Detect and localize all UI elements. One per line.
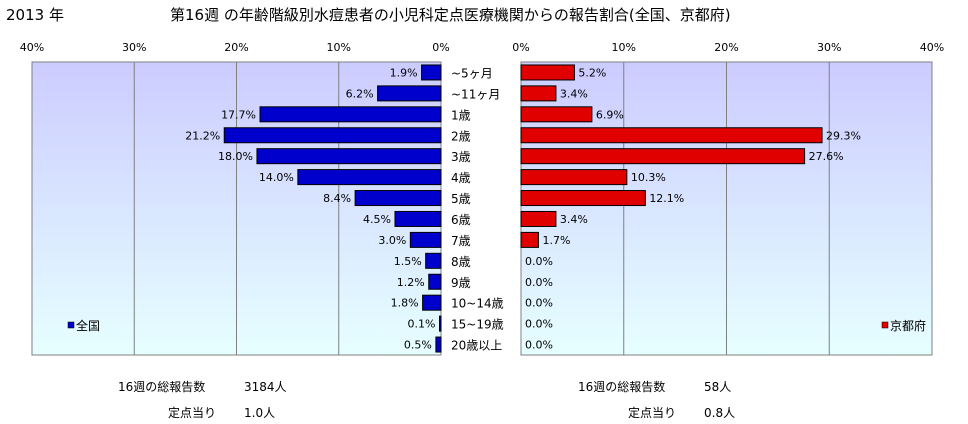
national-bar [425, 252, 442, 269]
kyoto-bar [520, 210, 557, 227]
national-bar [435, 336, 442, 353]
category-label: 10~14歳 [451, 297, 504, 311]
right-tick-label: 40% [920, 41, 944, 54]
national-per-value: 1.0人 [244, 406, 276, 420]
right-tick-label: 10% [612, 41, 636, 54]
left-tick-label: 30% [122, 41, 146, 54]
national-bar [223, 127, 442, 144]
national-data-label: 0.1% [408, 318, 436, 331]
national-bar [297, 169, 442, 186]
national-total-value: 3184人 [244, 380, 287, 394]
category-label: 5歳 [451, 192, 471, 206]
right-tick-label: 0% [512, 41, 529, 54]
category-label: 7歳 [451, 234, 471, 248]
national-data-label: 1.2% [397, 276, 425, 289]
national-data-label: 6.2% [346, 87, 374, 100]
national-data-label: 21.2% [185, 129, 220, 142]
legend-national: 全国 [67, 318, 100, 333]
legend-national-label: 全国 [76, 318, 100, 333]
national-per-label: 定点当り [168, 406, 217, 420]
kyoto-bar [520, 231, 539, 248]
kyoto-data-label: 27.6% [809, 150, 844, 163]
national-data-label: 14.0% [259, 171, 294, 184]
category-label: 3歳 [451, 150, 471, 164]
legend-kyoto: 京都府 [881, 318, 926, 333]
national-data-label: 0.5% [404, 339, 432, 352]
national-data-label: 1.8% [391, 297, 419, 310]
left-tick-label: 40% [20, 41, 44, 54]
category-label: ~5ヶ月 [451, 66, 493, 80]
kyoto-data-label: 1.7% [542, 234, 570, 247]
kyoto-per-value: 0.8人 [704, 406, 736, 420]
national-data-label: 3.0% [378, 234, 406, 247]
kyoto-bar [520, 85, 557, 102]
kyoto-bar [520, 127, 823, 144]
kyoto-data-label: 0.0% [525, 318, 553, 331]
kyoto-data-label: 3.4% [560, 87, 588, 100]
right-tick-label: 20% [714, 41, 738, 54]
category-label: 4歳 [451, 171, 471, 185]
national-data-label: 4.5% [363, 213, 391, 226]
national-data-label: 1.9% [390, 66, 418, 79]
national-bar [256, 148, 442, 165]
national-bar [409, 231, 442, 248]
kyoto-data-label: 0.0% [525, 339, 553, 352]
kyoto-data-label: 3.4% [560, 213, 588, 226]
category-label: 6歳 [451, 213, 471, 227]
chart-year: 2013 年 [6, 6, 64, 24]
legend-national-swatch [67, 321, 75, 329]
kyoto-data-label: 0.0% [525, 255, 553, 268]
left-tick-label: 20% [224, 41, 248, 54]
kyoto-data-label: 10.3% [631, 171, 666, 184]
kyoto-total-value: 58人 [704, 380, 732, 394]
kyoto-data-label: 0.0% [525, 276, 553, 289]
kyoto-data-label: 29.3% [826, 129, 861, 142]
category-label: 9歳 [451, 276, 471, 290]
kyoto-bar [520, 106, 593, 123]
kyoto-total-label: 16週の総報告数 [578, 380, 666, 394]
kyoto-bar [520, 148, 806, 165]
category-label: 20歳以上 [451, 339, 502, 353]
national-bar [377, 85, 442, 102]
kyoto-bar [520, 190, 646, 207]
legend-kyoto-swatch [881, 321, 889, 329]
chart-title: 第16週 の年齢階級別水痘患者の小児科定点医療機関からの報告割合(全国、京都府) [170, 6, 731, 24]
national-data-label: 17.7% [221, 108, 256, 121]
category-label: 8歳 [451, 255, 471, 269]
national-bar [421, 64, 442, 81]
left-tick-label: 0% [432, 41, 449, 54]
kyoto-data-label: 6.9% [596, 108, 624, 121]
kyoto-data-label: 12.1% [649, 192, 684, 205]
national-bar [439, 315, 442, 332]
category-label: 2歳 [451, 129, 471, 143]
national-bar [259, 106, 442, 123]
national-bar [428, 273, 442, 290]
national-bar [354, 190, 442, 207]
kyoto-data-label: 5.2% [578, 66, 606, 79]
national-data-label: 8.4% [323, 192, 351, 205]
national-data-label: 18.0% [218, 150, 253, 163]
kyoto-per-label: 定点当り [628, 406, 677, 420]
category-label: ~11ヶ月 [451, 87, 500, 101]
left-tick-label: 10% [327, 41, 351, 54]
category-label: 15~19歳 [451, 318, 504, 332]
kyoto-bar [520, 64, 575, 81]
national-bar [422, 294, 442, 311]
national-data-label: 1.5% [394, 255, 422, 268]
national-bar [394, 210, 442, 227]
national-total-label: 16週の総報告数 [118, 380, 206, 394]
category-label: 1歳 [451, 108, 471, 122]
legend-kyoto-label: 京都府 [890, 318, 926, 333]
kyoto-data-label: 0.0% [525, 297, 553, 310]
right-tick-label: 30% [817, 41, 841, 54]
kyoto-bar [520, 169, 628, 186]
